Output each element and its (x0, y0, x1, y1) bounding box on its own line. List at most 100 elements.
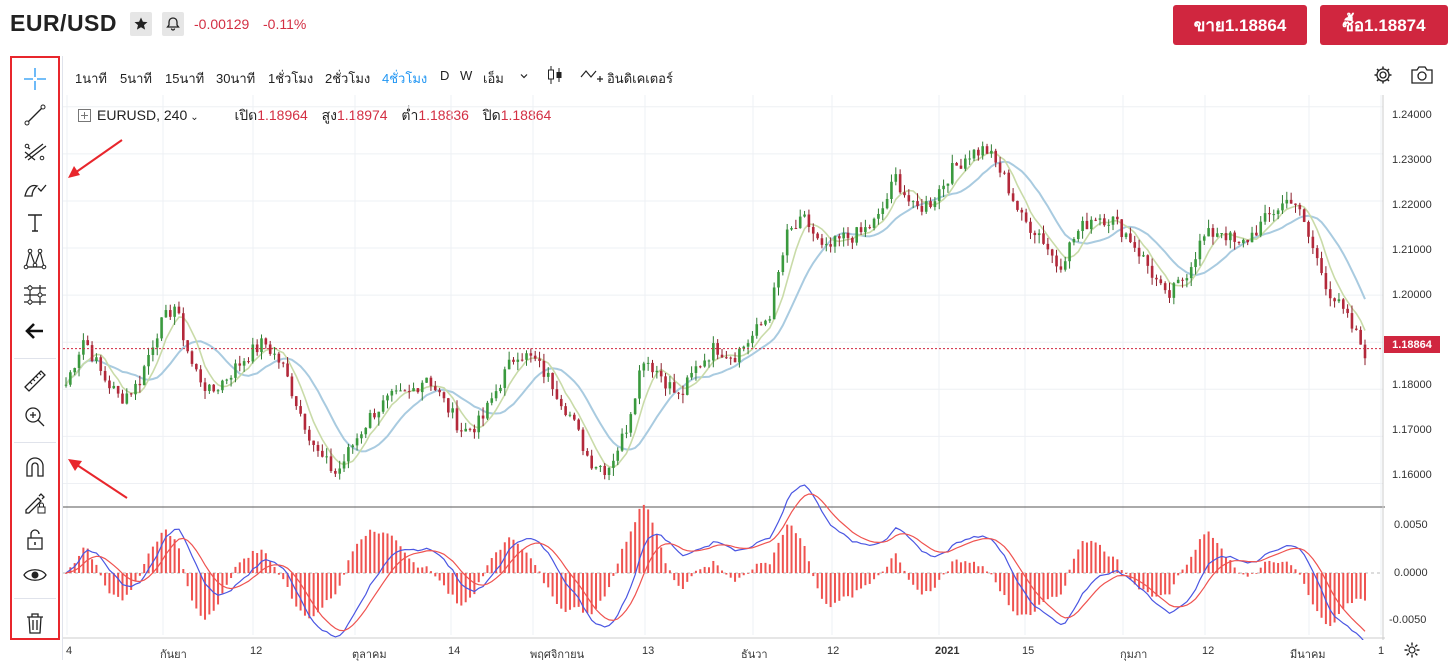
candle-body (377, 411, 381, 418)
x-tick: กุมภา (1120, 649, 1148, 661)
candle-body (864, 227, 867, 233)
macd-histogram-bar (1342, 573, 1345, 609)
candle-body (1272, 214, 1276, 216)
trash-icon[interactable] (12, 606, 58, 640)
unlock-icon[interactable] (12, 522, 58, 556)
back-arrow-icon[interactable] (12, 314, 58, 348)
macd-histogram-bar (1238, 572, 1241, 574)
candle-body (173, 306, 176, 317)
macd-histogram-bar (199, 573, 202, 616)
macd-histogram-bar (599, 573, 602, 601)
indicators-icon[interactable] (580, 65, 604, 90)
macd-histogram-bar (221, 573, 224, 594)
candle-style-icon[interactable] (546, 65, 564, 90)
macd-histogram-bar (738, 573, 741, 578)
macd-histogram-bar (1168, 573, 1171, 595)
candle-body (816, 233, 819, 239)
macd-histogram-bar (1364, 573, 1366, 601)
sell-button[interactable]: ขาย1.18864 (1173, 5, 1307, 45)
buy-button[interactable]: ซื้อ1.18874 (1320, 5, 1448, 45)
indicators-button[interactable]: อินดิเคเตอร์ (607, 71, 673, 86)
candle-body (733, 357, 737, 363)
candle-body (1224, 233, 1228, 241)
camera-icon[interactable] (1410, 65, 1434, 90)
lock-drawing-icon[interactable] (12, 486, 58, 520)
candle-body (1307, 221, 1310, 237)
tf-1m[interactable]: 1นาที (75, 71, 107, 86)
macd-histogram-bar (121, 573, 124, 601)
brush-icon[interactable] (12, 170, 58, 204)
candle-body (95, 357, 98, 361)
pattern-icon[interactable] (12, 242, 58, 276)
tf-d[interactable]: D (440, 68, 450, 83)
candle-body (225, 379, 229, 381)
tf-w[interactable]: W (460, 68, 473, 83)
macd-histogram-bar (156, 541, 159, 573)
tf-m[interactable]: เอ็ม (483, 71, 504, 86)
macd-histogram-bar (460, 573, 463, 606)
macd-histogram-bar (299, 573, 302, 611)
macd-histogram-bar (447, 573, 450, 594)
x-tick: 1 (1378, 645, 1385, 657)
settings-gear-icon[interactable] (1373, 65, 1393, 90)
alert-bell-icon[interactable] (162, 12, 184, 36)
tf-5m[interactable]: 5นาที (120, 71, 152, 86)
candle-body (720, 354, 724, 358)
ma-fast-line (65, 151, 1366, 469)
candle-body (633, 398, 637, 415)
price-chart[interactable] (63, 95, 1385, 640)
candle-body (1011, 193, 1015, 201)
macd-histogram-bar (664, 563, 667, 573)
ruler-icon[interactable] (12, 364, 58, 398)
candle-body (125, 393, 129, 404)
candle-body (325, 456, 328, 458)
header: EUR/USD -0.00129 -0.11% ขาย1.18864 ซื้อ1… (0, 0, 1455, 52)
tf-4h[interactable]: 4ชั่วโมง (382, 71, 428, 86)
macd-histogram-bar (421, 567, 424, 573)
macd-histogram-bar (1242, 573, 1245, 575)
crosshair-icon[interactable] (12, 62, 58, 96)
candle-body (147, 354, 150, 367)
eye-icon[interactable] (12, 558, 58, 592)
candle-body (512, 359, 515, 362)
macd-histogram-bar (799, 538, 802, 573)
macd-histogram-bar (343, 573, 346, 575)
macd-histogram-bar (1255, 573, 1258, 574)
candle-body (959, 165, 963, 169)
candle-body (533, 355, 537, 359)
fib-icon[interactable] (12, 134, 58, 168)
candle-body (490, 398, 494, 403)
tf-30m[interactable]: 30นาที (216, 71, 256, 86)
candle-body (746, 343, 750, 347)
macd-histogram-bar (547, 573, 550, 588)
macd-histogram-bar (338, 573, 341, 586)
macd-histogram-bar (699, 569, 702, 573)
macd-histogram-bar (390, 535, 393, 573)
legend-symbol[interactable]: EURUSD, 240 (97, 107, 188, 123)
axis-settings-icon[interactable] (1403, 641, 1421, 664)
macd-histogram-bar (495, 552, 498, 573)
magnet-icon[interactable] (12, 450, 58, 484)
macd-histogram-bar (1337, 573, 1340, 615)
tf-15m[interactable]: 15นาที (165, 71, 205, 86)
candle-body (1063, 261, 1067, 270)
candle-body (273, 353, 276, 355)
candle-body (468, 428, 472, 430)
candle-body (247, 361, 250, 363)
macd-histogram-bar (568, 573, 571, 610)
text-icon[interactable] (12, 206, 58, 240)
macd-histogram-bar (1116, 559, 1119, 573)
candle-body (516, 359, 520, 362)
candle-body (364, 427, 368, 435)
expand-plus-icon[interactable] (78, 109, 91, 125)
trend-line-icon[interactable] (12, 98, 58, 132)
macd-histogram-bar (1268, 560, 1271, 573)
favorite-star-icon[interactable] (130, 12, 152, 36)
chevron-down-icon[interactable] (518, 69, 530, 87)
candle-body (707, 360, 711, 362)
macd-histogram-bar (290, 573, 293, 599)
zoom-in-icon[interactable] (12, 400, 58, 434)
tf-2h[interactable]: 2ชั่วโมง (325, 71, 371, 86)
prediction-icon[interactable] (12, 278, 58, 312)
tf-1h[interactable]: 1ชั่วโมง (268, 71, 314, 86)
